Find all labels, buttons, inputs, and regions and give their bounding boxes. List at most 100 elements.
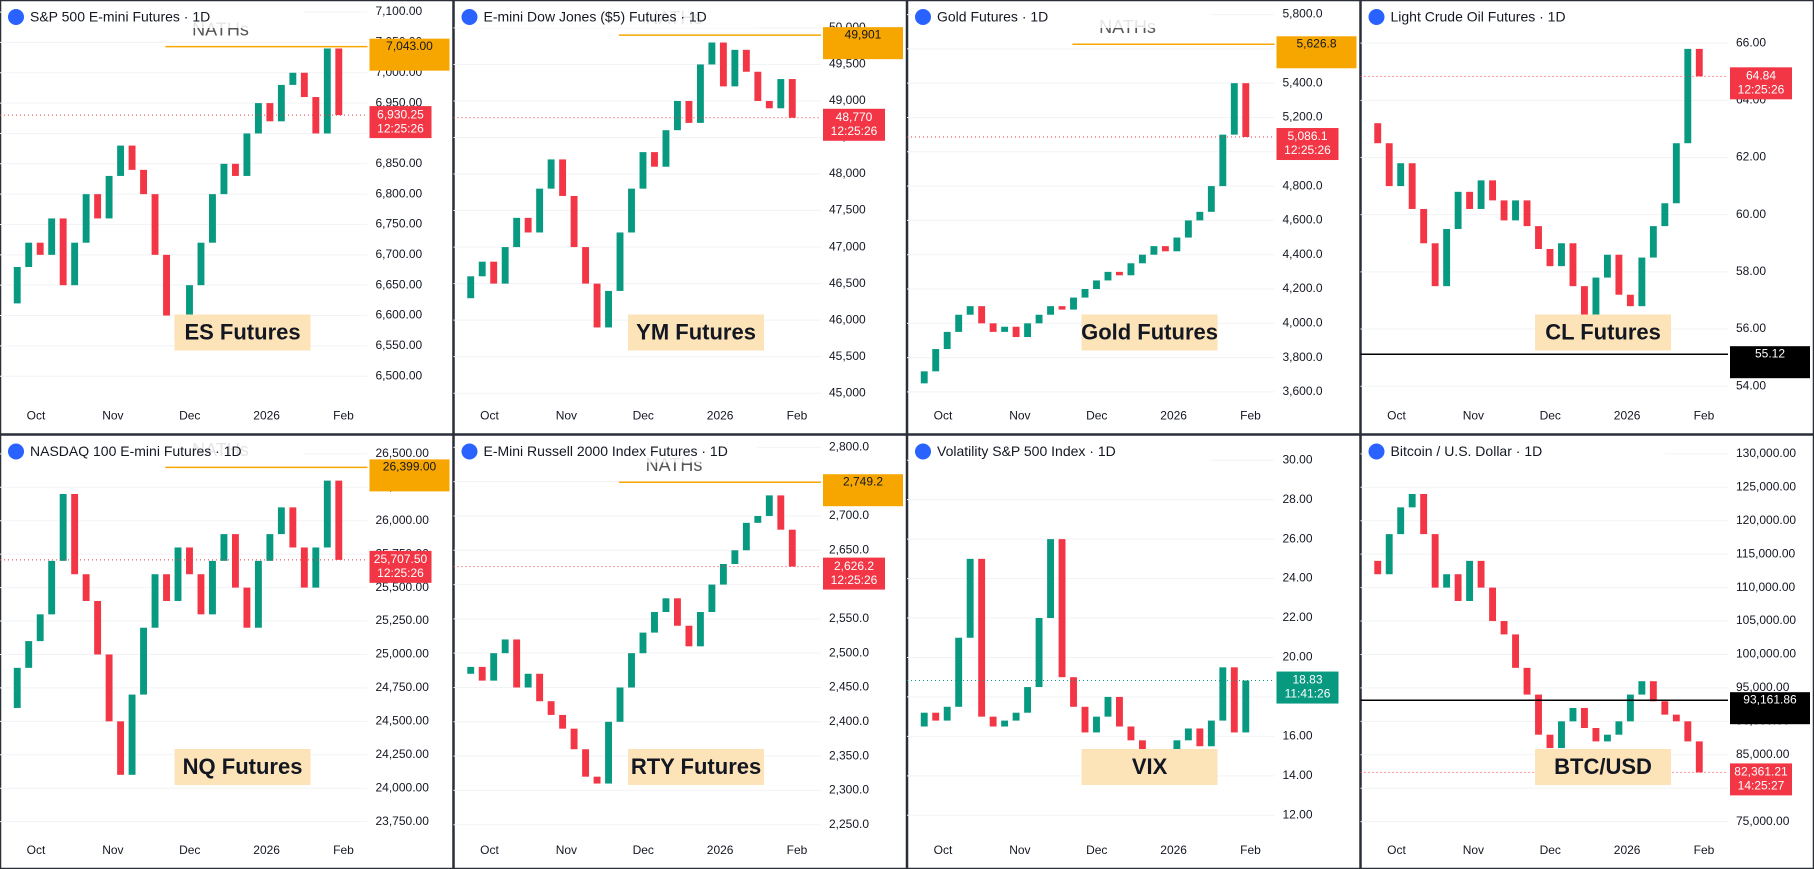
- candle: [1081, 706, 1089, 733]
- x-tick-label: Oct: [934, 843, 953, 857]
- label-box-bg: [628, 749, 765, 785]
- price-label: 25,707.50: [374, 552, 428, 566]
- candle: [651, 612, 658, 633]
- x-tick-label: Feb: [1240, 409, 1261, 423]
- y-tick-label: 6,800.00: [376, 186, 423, 200]
- candle: [1207, 720, 1215, 747]
- y-tick-label: 20.00: [1283, 650, 1313, 664]
- price-tag: [1730, 67, 1792, 100]
- candle: [513, 217, 521, 248]
- candle: [1138, 254, 1146, 264]
- candle: [662, 598, 670, 613]
- price-tag: [1730, 763, 1792, 796]
- candle: [536, 188, 544, 233]
- candle: [1173, 740, 1181, 753]
- candle: [220, 163, 228, 195]
- candle: [1104, 696, 1112, 717]
- title-bg: [4, 6, 304, 28]
- candle: [570, 728, 578, 750]
- y-tick-label: 85,000.00: [1736, 747, 1790, 761]
- candle: [524, 673, 532, 688]
- x-tick-label: Dec: [1086, 843, 1107, 857]
- candle: [1477, 180, 1485, 209]
- candle: [1443, 574, 1451, 588]
- candle: [1420, 493, 1428, 535]
- candle: [1638, 257, 1646, 307]
- candle: [186, 285, 193, 340]
- countdown: 14:25:27: [1738, 779, 1785, 793]
- candle: [13, 266, 21, 304]
- x-tick-label: Feb: [333, 409, 354, 423]
- ath-label: 5,626.8: [1296, 36, 1336, 50]
- candle: [1184, 728, 1192, 741]
- x-tick-label: Dec: [633, 409, 654, 423]
- panel-frame: [906, 0, 1361, 435]
- label-box: RTY Futures: [631, 754, 761, 779]
- x-tick-label: Feb: [787, 843, 808, 857]
- candle: [788, 79, 796, 118]
- candle: [1546, 734, 1554, 749]
- candle: [1161, 246, 1169, 252]
- candle: [978, 558, 986, 717]
- label-box-bg: [1081, 314, 1218, 351]
- y-tick-label: 95,000.00: [1736, 680, 1790, 694]
- y-tick-label: 66.00: [1736, 35, 1766, 49]
- label-box: VIX: [1132, 754, 1168, 779]
- candle: [1672, 143, 1680, 204]
- level-tag: [1730, 692, 1810, 725]
- panel: 23,750.00 24,000.00 24,250.00 24,500.00 24,7…: [0, 434, 454, 869]
- y-tick-label: 6,750.00: [376, 217, 423, 231]
- candle: [777, 79, 785, 109]
- candle: [1127, 263, 1135, 276]
- y-tick-label: 110,000.00: [1736, 580, 1795, 594]
- candle: [1420, 208, 1428, 244]
- candle: [955, 314, 963, 332]
- candle: [490, 261, 498, 284]
- candle: [59, 218, 67, 286]
- candle: [932, 349, 940, 372]
- candle: [1684, 48, 1692, 144]
- candle: [312, 97, 320, 134]
- ath-tag: [823, 474, 903, 507]
- x-tick-label: Feb: [333, 843, 354, 857]
- label-box: CL Futures: [1545, 319, 1661, 344]
- price-tag: [1276, 128, 1339, 161]
- candle: [1581, 707, 1588, 729]
- y-tick-label: 4,400.0: [1283, 247, 1323, 261]
- candle: [71, 493, 79, 575]
- candle: [1523, 667, 1531, 695]
- countdown: 12:25:26: [831, 573, 878, 587]
- candle: [163, 574, 170, 601]
- candle: [1207, 186, 1215, 212]
- candle: [1408, 493, 1416, 508]
- panel-title: E-Mini Russell 2000 Index Futures · 1D: [484, 443, 728, 459]
- candle: [1626, 294, 1634, 307]
- candle: [536, 673, 544, 702]
- candle: [1024, 687, 1032, 713]
- x-tick-label: Oct: [934, 409, 953, 423]
- candle: [1603, 254, 1611, 278]
- candle: [163, 254, 170, 316]
- candle: [1058, 306, 1066, 310]
- ath-tag: [369, 38, 450, 71]
- candle: [742, 49, 750, 72]
- panel-title: Light Crude Oil Futures · 1D: [1391, 9, 1566, 25]
- price-label: 2,626.2: [834, 559, 874, 573]
- candle: [605, 290, 612, 328]
- panel-title: Bitcoin / U.S. Dollar · 1D: [1391, 443, 1543, 459]
- x-tick-label: 2026: [707, 843, 734, 857]
- countdown: 12:25:26: [1284, 143, 1331, 157]
- label-box-bg: [1535, 314, 1672, 351]
- y-tick-label: 6,500.00: [376, 368, 423, 382]
- candle: [140, 627, 147, 695]
- candle: [1489, 587, 1497, 622]
- x-tick-label: Oct: [1387, 843, 1406, 857]
- candle: [209, 560, 216, 615]
- candle: [731, 550, 739, 564]
- candle: [231, 534, 239, 588]
- candle: [754, 71, 762, 101]
- ath-label: 2,749.2: [843, 474, 883, 488]
- candle: [266, 534, 274, 561]
- candle: [1615, 254, 1623, 295]
